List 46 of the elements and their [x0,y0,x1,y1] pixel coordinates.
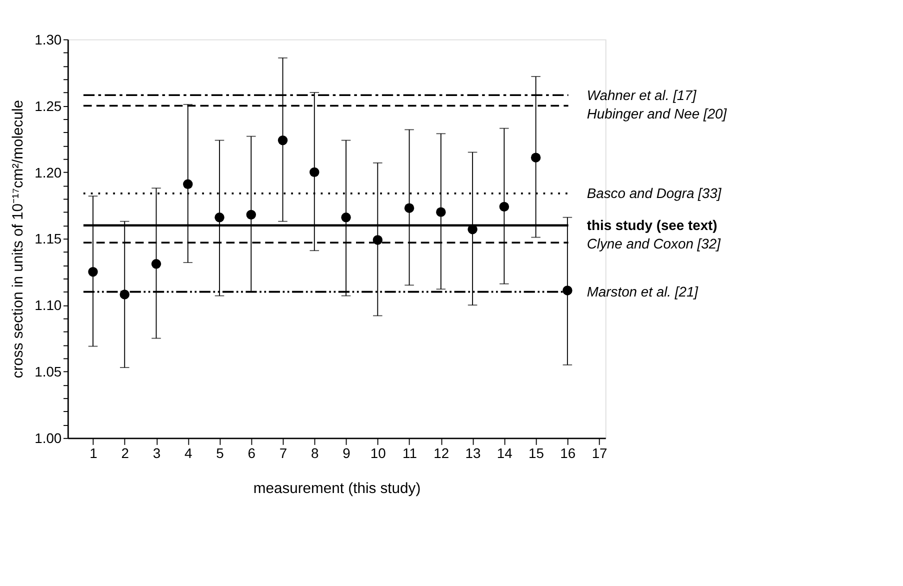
y-tick-label: 1.30 [34,31,62,48]
x-tick-label: 6 [248,444,256,461]
x-tick-label: 11 [402,444,418,461]
x-tick-label: 17 [592,444,608,461]
point [404,203,414,213]
y-axis-title: cross section in units of 10⁻¹⁷cm²/molecule [10,100,27,378]
point [562,286,572,296]
y-tick-label: 1.20 [34,164,62,180]
y-tick-label: 1.10 [34,297,62,314]
point [530,152,541,162]
point [88,267,98,277]
x-tick-label: 13 [465,444,482,461]
point [341,212,351,222]
x-tick-label: 4 [184,444,192,461]
x-tick-label: 12 [434,444,450,461]
point [214,212,224,222]
ref-line-label: Clyne and Coxon [32] [586,236,722,252]
ref-line-label: this study (see text) [586,216,718,233]
y-tick-label: 1.05 [34,364,62,380]
x-tick-label: 16 [560,444,576,461]
y-tick-label: 1.00 [34,430,62,446]
ref-line-label: Wahner et al. [17] [586,86,698,103]
point [310,167,320,178]
x-tick-label: 9 [342,444,351,461]
x-tick-label: 7 [279,444,288,461]
x-tick-label: 2 [121,444,130,461]
point [151,259,162,269]
x-tick-label: 10 [370,444,386,461]
x-tick-label: 8 [310,444,319,461]
x-tick-label: 5 [216,444,224,461]
point [436,207,446,217]
ref-line-label: Basco and Dogra [33] [586,185,722,202]
y-tick-label: 1.25 [34,98,62,114]
x-tick-label: 3 [152,444,161,461]
x-tick-label: 1 [90,444,98,461]
ref-line-label: Hubinger and Nee [20] [586,105,728,122]
point [120,290,130,300]
point [183,179,193,190]
point [246,210,256,220]
ref-line-label: Marston et al. [21] [586,283,700,300]
x-tick-label: 15 [528,444,544,461]
point [278,135,288,146]
y-tick-label: 1.15 [34,230,62,247]
x-tick-label: 14 [496,444,513,461]
point [499,202,510,212]
x-axis-title: measurement (this study) [253,481,421,498]
